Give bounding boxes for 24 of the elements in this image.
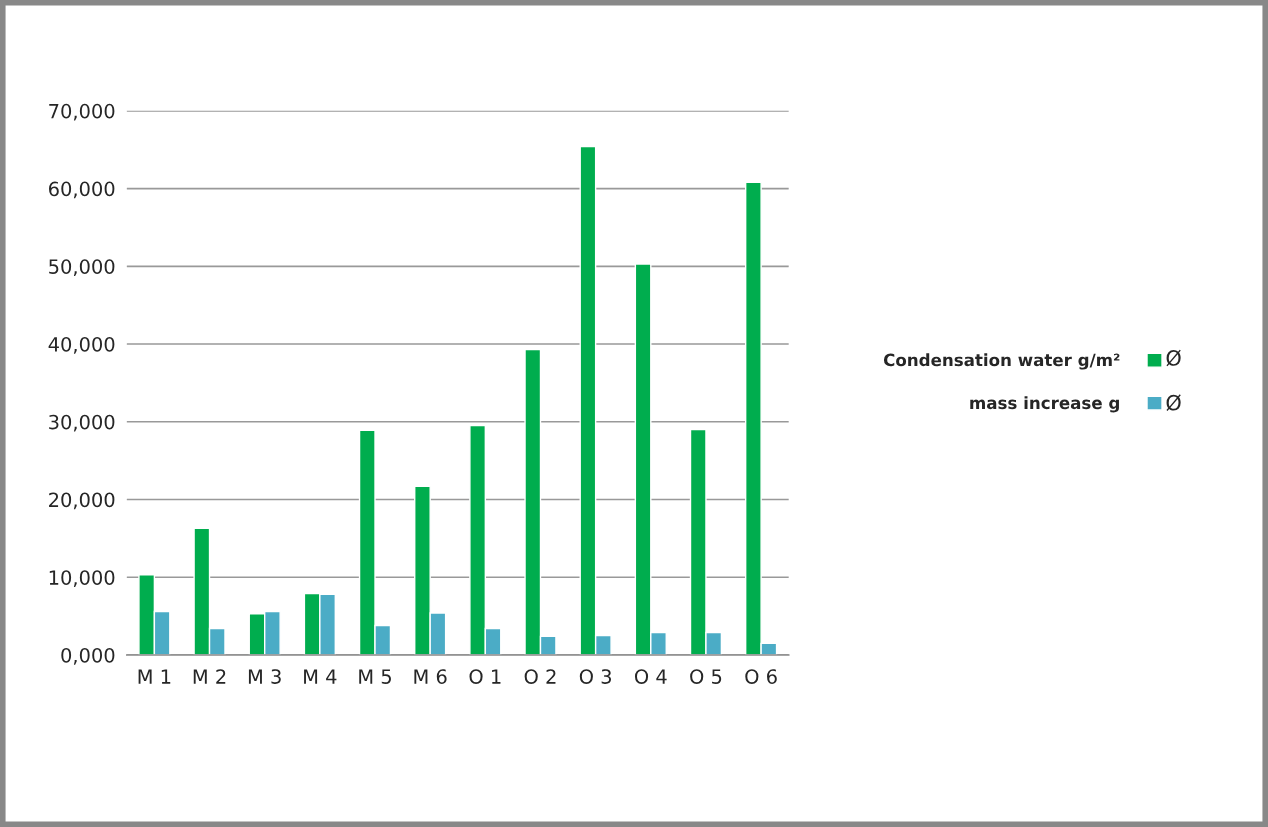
y-tick-label: 70,000 <box>49 103 115 121</box>
y-tick-label: 30,000 <box>49 414 115 432</box>
x-tick-label: M 3 <box>248 669 281 684</box>
x-tick-label: O 2 <box>524 669 556 684</box>
y-tick-label: 10,000 <box>49 570 115 587</box>
x-tick-label: M 5 <box>359 669 391 684</box>
x-tick-label: O 5 <box>690 669 722 684</box>
y-tick-label: 40,000 <box>48 336 115 354</box>
x-tick-label: M 2 <box>193 669 226 684</box>
y-tick-label: 20,000 <box>49 492 115 510</box>
x-tick-label: M 1 <box>138 669 171 684</box>
legend-label: Condensation water g/m² <box>883 353 1120 370</box>
text: Ø <box>1166 394 1181 411</box>
x-tick-label: O 6 <box>745 669 777 684</box>
x-tick-label: O 3 <box>579 669 612 684</box>
x-tick-label: M 4 <box>304 669 337 684</box>
legend-label: mass increase g <box>970 396 1119 413</box>
y-tick-label: 0,000 <box>61 647 115 665</box>
x-tick-label: M 6 <box>414 669 447 684</box>
x-tick-label: O 1 <box>469 669 501 684</box>
y-tick-label: 50,000 <box>49 259 115 276</box>
y-tick-label: 60,000 <box>49 181 115 199</box>
text: Ø <box>1166 349 1181 367</box>
x-tick-label: O 4 <box>634 669 667 684</box>
